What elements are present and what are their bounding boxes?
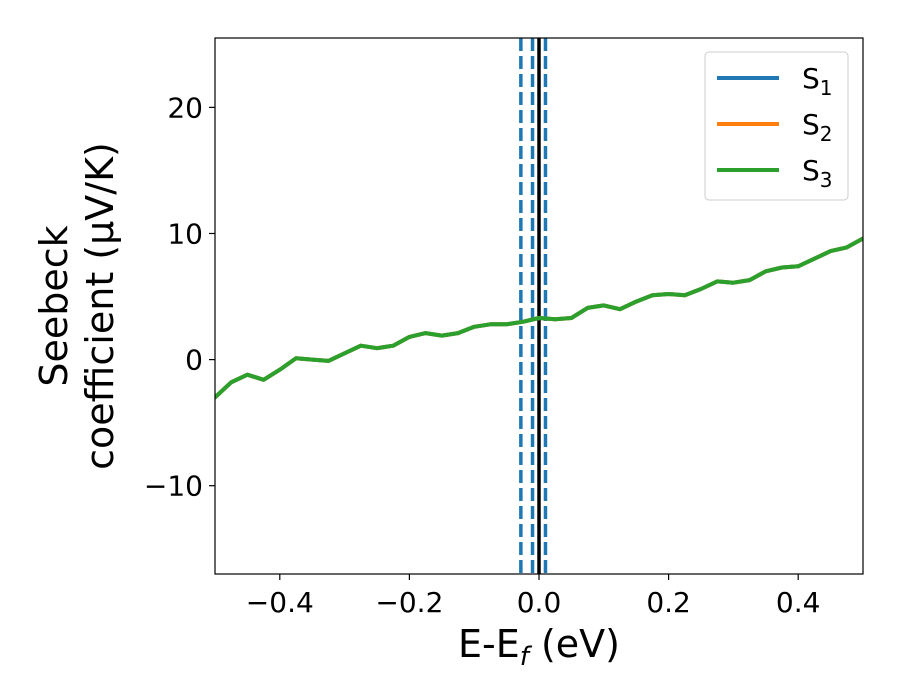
data-layer <box>215 38 863 574</box>
y-tick-label: 10 <box>167 217 203 250</box>
y-tick-label: 20 <box>167 91 203 124</box>
legend-label-s2: S2 <box>802 108 833 146</box>
y-axis-label-line2: coefficient (μV/K) <box>78 142 122 470</box>
x-tick-label: −0.2 <box>375 586 443 619</box>
y-axis-label-line1: Seebeck <box>32 225 76 386</box>
x-tick-label: 0.4 <box>776 586 821 619</box>
legend-label-s3: S3 <box>802 154 833 192</box>
legend: S1 S2 S3 <box>704 51 849 201</box>
x-axis-label-unit: (eV) <box>529 622 620 666</box>
ticks-layer: −0.4 −0.2 0.0 0.2 0.4 −10 0 10 20 <box>144 91 821 619</box>
x-axis-label: E-Ef (eV) <box>458 622 620 672</box>
x-tick-label: 0.0 <box>517 586 562 619</box>
x-tick-label: 0.2 <box>646 586 691 619</box>
x-axis-label-main: E-E <box>458 622 520 666</box>
y-tick-label: 0 <box>185 344 203 377</box>
x-tick-label: −0.4 <box>246 586 314 619</box>
legend-label-s1: S1 <box>802 62 833 100</box>
series-line-s3 <box>215 236 863 400</box>
y-tick-label: −10 <box>144 470 203 503</box>
